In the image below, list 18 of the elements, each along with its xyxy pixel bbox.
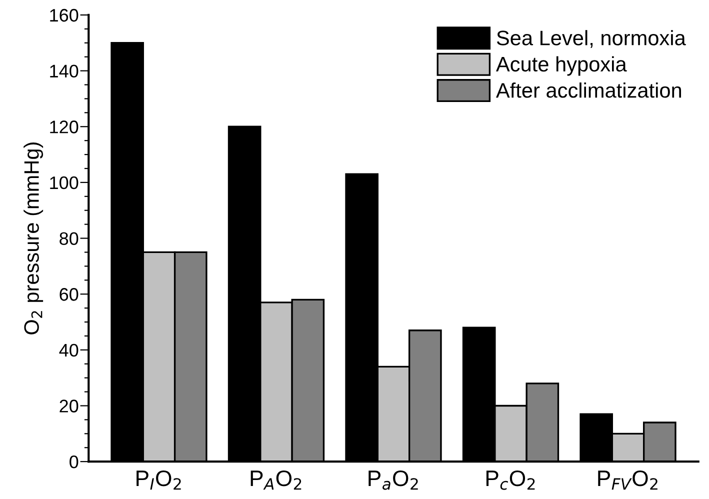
y-axis-title: O$_{2}$ pressure (mmHg) — [24, 142, 44, 334]
x-tick-label: P$_{a}$O$_{2}$ — [368, 470, 418, 490]
y-tick-label: 20 — [60, 400, 78, 412]
x-tick-label: P$_{c}$O$_{2}$ — [486, 470, 535, 490]
y-tick-label: 100 — [50, 176, 78, 190]
y-tick-label: 140 — [50, 64, 78, 78]
y-tick-label: 0 — [70, 456, 78, 468]
y-tick-label: 120 — [50, 120, 78, 134]
y-tick-label: 40 — [59, 344, 78, 357]
y-tick-label: 80 — [60, 232, 78, 245]
y-tick-label: 60 — [60, 288, 78, 301]
x-tick-label: P$_{A}$O$_{2}$ — [250, 470, 302, 490]
y-tick-label: 160 — [50, 8, 78, 22]
x-tick-label: P$_{FV}$O$_{2}$ — [598, 470, 658, 490]
x-tick-label: P$_{I}$O$_{2}$ — [136, 470, 181, 490]
legend-label: After acclimatization — [496, 82, 682, 98]
legend-label: Acute hypoxia — [496, 56, 627, 76]
legend-label: Sea Level, normoxia — [496, 30, 686, 48]
